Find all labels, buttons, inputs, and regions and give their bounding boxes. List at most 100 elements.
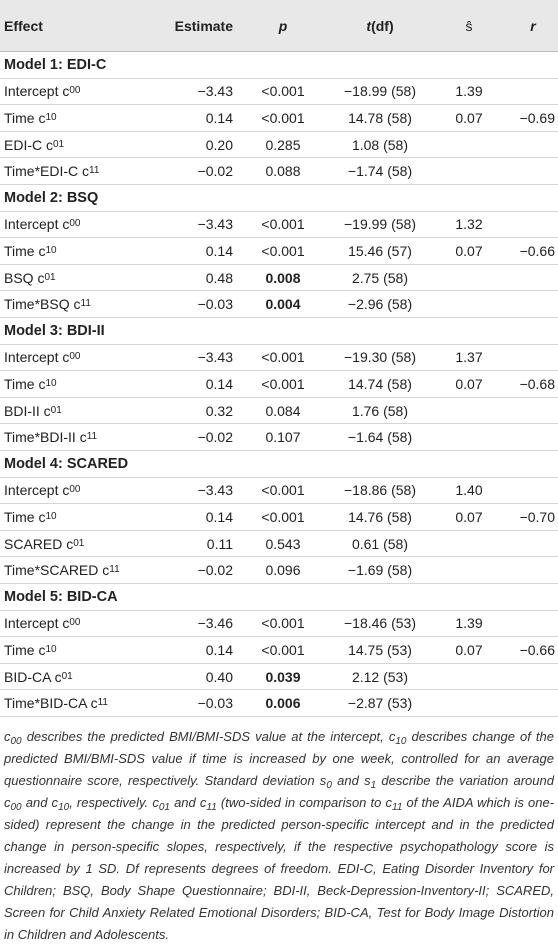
section-heading: Model 3: BDI-II	[4, 322, 105, 339]
p-cell: <0.001	[261, 83, 305, 100]
estimate-cell: −3.46	[197, 615, 233, 632]
estimate-cell: −0.02	[197, 562, 233, 579]
effect-cell: BDI-II c 01	[4, 402, 62, 419]
table-row: Time*EDI-C c 11 −0.02 0.088 −1.74 (58)	[0, 158, 558, 185]
effect-text: Time c	[4, 375, 46, 392]
p-cell: 0.285	[265, 136, 301, 153]
r-cell: −0.69	[519, 109, 555, 126]
t-cell: −19.99 (58)	[344, 216, 416, 233]
estimate-cell: 0.14	[205, 242, 233, 259]
t-cell: −2.96 (58)	[347, 296, 413, 313]
note-text: c	[4, 729, 11, 744]
section-heading: Model 1: EDI-C	[4, 56, 107, 73]
t-cell: −19.30 (58)	[344, 349, 416, 366]
p-cell: <0.001	[261, 508, 305, 525]
section-row: Model 1: EDI-C	[0, 52, 558, 79]
note-subscript: 01	[158, 802, 170, 813]
p-cell: 0.008	[265, 269, 301, 286]
table-row: EDI-C c 01 0.20 0.285 1.08 (58)	[0, 132, 558, 159]
table-row: BSQ c 01 0.48 0.008 2.75 (58)	[0, 265, 558, 292]
t-cell: 14.74 (58)	[348, 375, 412, 392]
effect-cell: Time c 10	[4, 109, 57, 126]
p-cell: 0.543	[265, 535, 301, 552]
t-cell: −1.64 (58)	[347, 429, 413, 446]
effect-text: Time*EDI-C c	[4, 163, 90, 180]
s-cell: 1.39	[455, 615, 483, 632]
note-subscript: 11	[206, 802, 217, 813]
estimate-cell: −3.43	[197, 216, 233, 233]
estimate-cell: −3.43	[197, 482, 233, 499]
estimate-cell: 0.32	[205, 402, 233, 419]
section-heading: Model 2: BSQ	[4, 189, 99, 206]
effect-text: Time c	[4, 508, 46, 525]
t-cell: 0.61 (58)	[351, 535, 409, 552]
table-row: BDI-II c 01 0.32 0.084 1.76 (58)	[0, 398, 558, 425]
effect-text: BDI-II c	[4, 402, 51, 419]
effect-text: Time*BSQ c	[4, 296, 81, 313]
s-cell: 0.07	[455, 375, 483, 392]
estimate-cell: 0.20	[205, 136, 233, 153]
effect-text: Intercept c	[4, 482, 70, 499]
effect-text: EDI-C c	[4, 136, 53, 153]
section-row: Model 4: SCARED	[0, 451, 558, 478]
estimate-cell: −0.03	[197, 695, 233, 712]
table-note: c00 describes the predicted BMI/BMI-SDS …	[4, 726, 554, 946]
section-row: Model 5: BID-CA	[0, 584, 558, 611]
estimate-cell: 0.14	[205, 641, 233, 658]
table-row: Time*SCARED c 11 −0.02 0.096 −1.69 (58)	[0, 557, 558, 584]
estimate-cell: −3.43	[197, 83, 233, 100]
t-cell: −2.87 (53)	[347, 695, 413, 712]
effect-cell: Intercept c 00	[4, 83, 81, 100]
header-text: t	[366, 17, 372, 34]
note-subscript: 10	[395, 736, 407, 747]
section-row: Model 3: BDI-II	[0, 318, 558, 345]
s-cell: 0.07	[455, 508, 483, 525]
estimate-cell: 0.40	[205, 668, 233, 685]
note-subscript: 00	[10, 736, 22, 747]
t-cell: 2.12 (53)	[351, 668, 409, 685]
table-row: BID-CA c 01 0.40 0.039 2.12 (53)	[0, 664, 558, 691]
r-cell: −0.68	[519, 375, 555, 392]
t-cell: 14.75 (53)	[348, 641, 412, 658]
r-cell: −0.70	[519, 508, 555, 525]
effect-text: Time*SCARED c	[4, 562, 110, 579]
effect-cell: Time*SCARED c 11	[4, 562, 120, 579]
estimate-cell: −3.43	[197, 349, 233, 366]
effect-text: Time*BDI-II c	[4, 429, 87, 446]
s-cell: 0.07	[455, 641, 483, 658]
s-cell: 0.07	[455, 109, 483, 126]
estimate-cell: 0.14	[205, 508, 233, 525]
effect-text: SCARED c	[4, 535, 74, 552]
table-row: Intercept c 00 −3.43 <0.001 −18.99 (58) 1.39	[0, 79, 558, 106]
note-text: describes the predicted BMI/BMI-SDS valu…	[21, 729, 396, 744]
effect-text: Time c	[4, 242, 46, 259]
p-cell: 0.107	[265, 429, 301, 446]
note-subscript: 0	[326, 780, 332, 791]
section-heading: Model 4: SCARED	[4, 455, 129, 472]
p-cell: 0.006	[265, 695, 301, 712]
header-row: Effect Estimate p t (df) ŝ r	[0, 0, 558, 52]
table-row: Intercept c 00 −3.43 <0.001 −19.99 (58) 1.32	[0, 212, 558, 239]
s-cell: 1.40	[455, 482, 483, 499]
section-row: Model 2: BSQ	[0, 185, 558, 212]
effect-text: Intercept c	[4, 615, 70, 632]
effect-text: Time c	[4, 109, 46, 126]
t-cell: −18.46 (53)	[344, 615, 416, 632]
effect-cell: Time*BDI-II c 11	[4, 429, 98, 446]
p-cell: <0.001	[261, 216, 305, 233]
effect-cell: Time c 10	[4, 375, 57, 392]
t-cell: 15.46 (57)	[348, 242, 412, 259]
note-text: and c	[21, 795, 59, 810]
effect-cell: Intercept c 00	[4, 216, 81, 233]
t-cell: 14.78 (58)	[348, 109, 412, 126]
t-cell: 1.08 (58)	[351, 136, 409, 153]
table-row: Time c 10 0.14 <0.001 14.75 (53) 0.07 −0.66	[0, 637, 558, 664]
note-text: describes change of the predicted BMI/BM…	[4, 729, 554, 788]
note-subscript: 1	[370, 780, 377, 791]
table-row: Time c 10 0.14 <0.001 14.76 (58) 0.07 −0.70	[0, 504, 558, 531]
r-cell: −0.66	[519, 641, 555, 658]
note-subscript: 11	[392, 802, 403, 813]
t-cell: −18.86 (58)	[344, 482, 416, 499]
p-cell: <0.001	[261, 615, 305, 632]
effect-text: BSQ c	[4, 269, 45, 286]
